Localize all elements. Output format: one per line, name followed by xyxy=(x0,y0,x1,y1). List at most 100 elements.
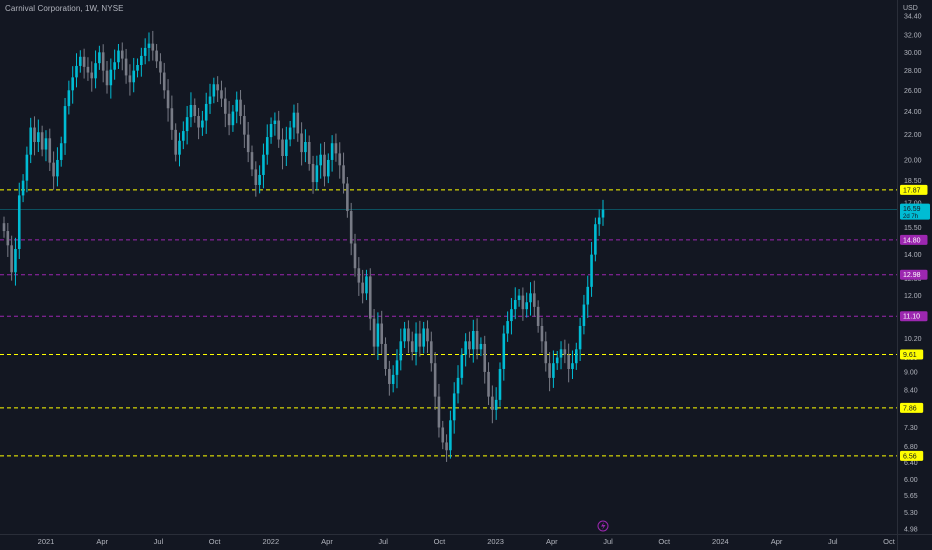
candle-body xyxy=(578,325,582,350)
candle-body xyxy=(227,113,231,126)
level-label: 14.80 xyxy=(903,237,921,244)
level-label: 7.86 xyxy=(903,405,917,412)
candle-body xyxy=(63,106,67,144)
candle-body xyxy=(464,341,467,355)
x-tick-label: Apr xyxy=(321,537,333,546)
candle-body xyxy=(17,195,21,250)
candle-body xyxy=(536,306,540,326)
x-tick-label: Apr xyxy=(96,537,108,546)
candle-body xyxy=(391,374,395,384)
candle-body xyxy=(449,420,452,451)
y-tick-label: 28.00 xyxy=(904,68,922,75)
candle-body xyxy=(471,330,475,350)
candle-body xyxy=(189,105,193,118)
candle-body xyxy=(14,249,17,273)
y-tick-label: 6.40 xyxy=(904,460,918,467)
candle-body xyxy=(288,127,292,140)
candle-body xyxy=(208,96,212,104)
candle-body xyxy=(521,295,525,310)
candle-body xyxy=(48,138,52,163)
candle-body xyxy=(21,180,25,196)
candle-body xyxy=(140,55,143,66)
candle-body xyxy=(327,159,330,177)
candle-body xyxy=(368,276,372,319)
candle-body xyxy=(170,108,174,130)
candle-body xyxy=(178,140,181,155)
candle-body xyxy=(582,304,586,326)
y-tick-label: 14.00 xyxy=(904,252,922,259)
x-tick-label: 2021 xyxy=(38,537,55,546)
candle-body xyxy=(243,116,246,135)
x-tick-label: 2023 xyxy=(487,537,504,546)
level-label: 6.56 xyxy=(903,453,917,460)
candle-body xyxy=(33,127,36,142)
candle-body xyxy=(422,328,425,347)
y-tick-label: 5.65 xyxy=(904,493,918,500)
event-marker-icon xyxy=(597,520,609,532)
x-tick-label: Apr xyxy=(771,537,783,546)
y-tick-label: 22.00 xyxy=(904,132,922,139)
candle-body xyxy=(82,56,86,67)
y-tick-label: 12.00 xyxy=(904,293,922,300)
level-tag xyxy=(900,234,928,245)
candle-body xyxy=(147,43,151,48)
candle-body xyxy=(338,153,342,166)
chart-title: Carnival Corporation, 1W, NYSE xyxy=(5,4,124,13)
candle-body xyxy=(426,328,429,342)
candle-body xyxy=(460,354,464,378)
y-tick-label: 18.50 xyxy=(904,178,922,185)
candle-body xyxy=(90,72,94,79)
candle-body xyxy=(75,65,78,78)
y-tick-label: 6.80 xyxy=(904,444,918,451)
y-tick-label: 10.20 xyxy=(904,336,922,343)
candle-body xyxy=(212,84,216,97)
candle-body xyxy=(395,360,399,375)
candle-body xyxy=(117,50,120,63)
last-price-tag xyxy=(900,203,930,220)
candle-body xyxy=(410,341,414,353)
candle-body xyxy=(132,70,136,83)
x-tick-label: Jul xyxy=(154,537,164,546)
candle-body xyxy=(323,154,326,177)
candle-body xyxy=(124,58,128,76)
candle-body xyxy=(44,138,48,150)
candle-body xyxy=(281,139,284,157)
candle-body xyxy=(235,99,239,112)
candle-body xyxy=(159,61,162,73)
candle-body xyxy=(372,318,376,347)
y-tick-label: 6.00 xyxy=(904,477,918,484)
candle-body xyxy=(590,254,593,287)
candle-body xyxy=(487,371,490,397)
y-tick-label: 7.30 xyxy=(904,425,918,432)
candle-body xyxy=(342,165,345,184)
candle-body xyxy=(79,56,82,66)
candle-body xyxy=(71,77,74,91)
candle-body xyxy=(109,69,113,86)
candle-body xyxy=(525,302,528,310)
y-tick-label: 20.00 xyxy=(904,157,922,164)
candle-body xyxy=(510,309,513,322)
candle-body xyxy=(502,333,506,369)
candle-body xyxy=(586,286,590,305)
candle-body xyxy=(98,52,101,64)
candle-body xyxy=(52,162,55,177)
candle-body xyxy=(204,103,208,121)
candle-body xyxy=(120,50,124,59)
candle-body xyxy=(437,396,441,428)
candle-body xyxy=(25,154,29,181)
currency-label: USD xyxy=(903,5,918,12)
candle-body xyxy=(29,127,33,155)
candle-body xyxy=(346,183,349,212)
candle-body xyxy=(349,211,353,244)
candle-body xyxy=(265,137,269,155)
candle-body xyxy=(468,341,471,350)
candle-body xyxy=(388,368,391,384)
candle-body xyxy=(506,321,509,334)
candle-body xyxy=(174,129,177,155)
level-label: 12.98 xyxy=(903,272,921,279)
lightning-icon xyxy=(601,522,606,530)
x-tick-label: Oct xyxy=(434,537,447,546)
x-tick-label: 2024 xyxy=(712,537,729,546)
